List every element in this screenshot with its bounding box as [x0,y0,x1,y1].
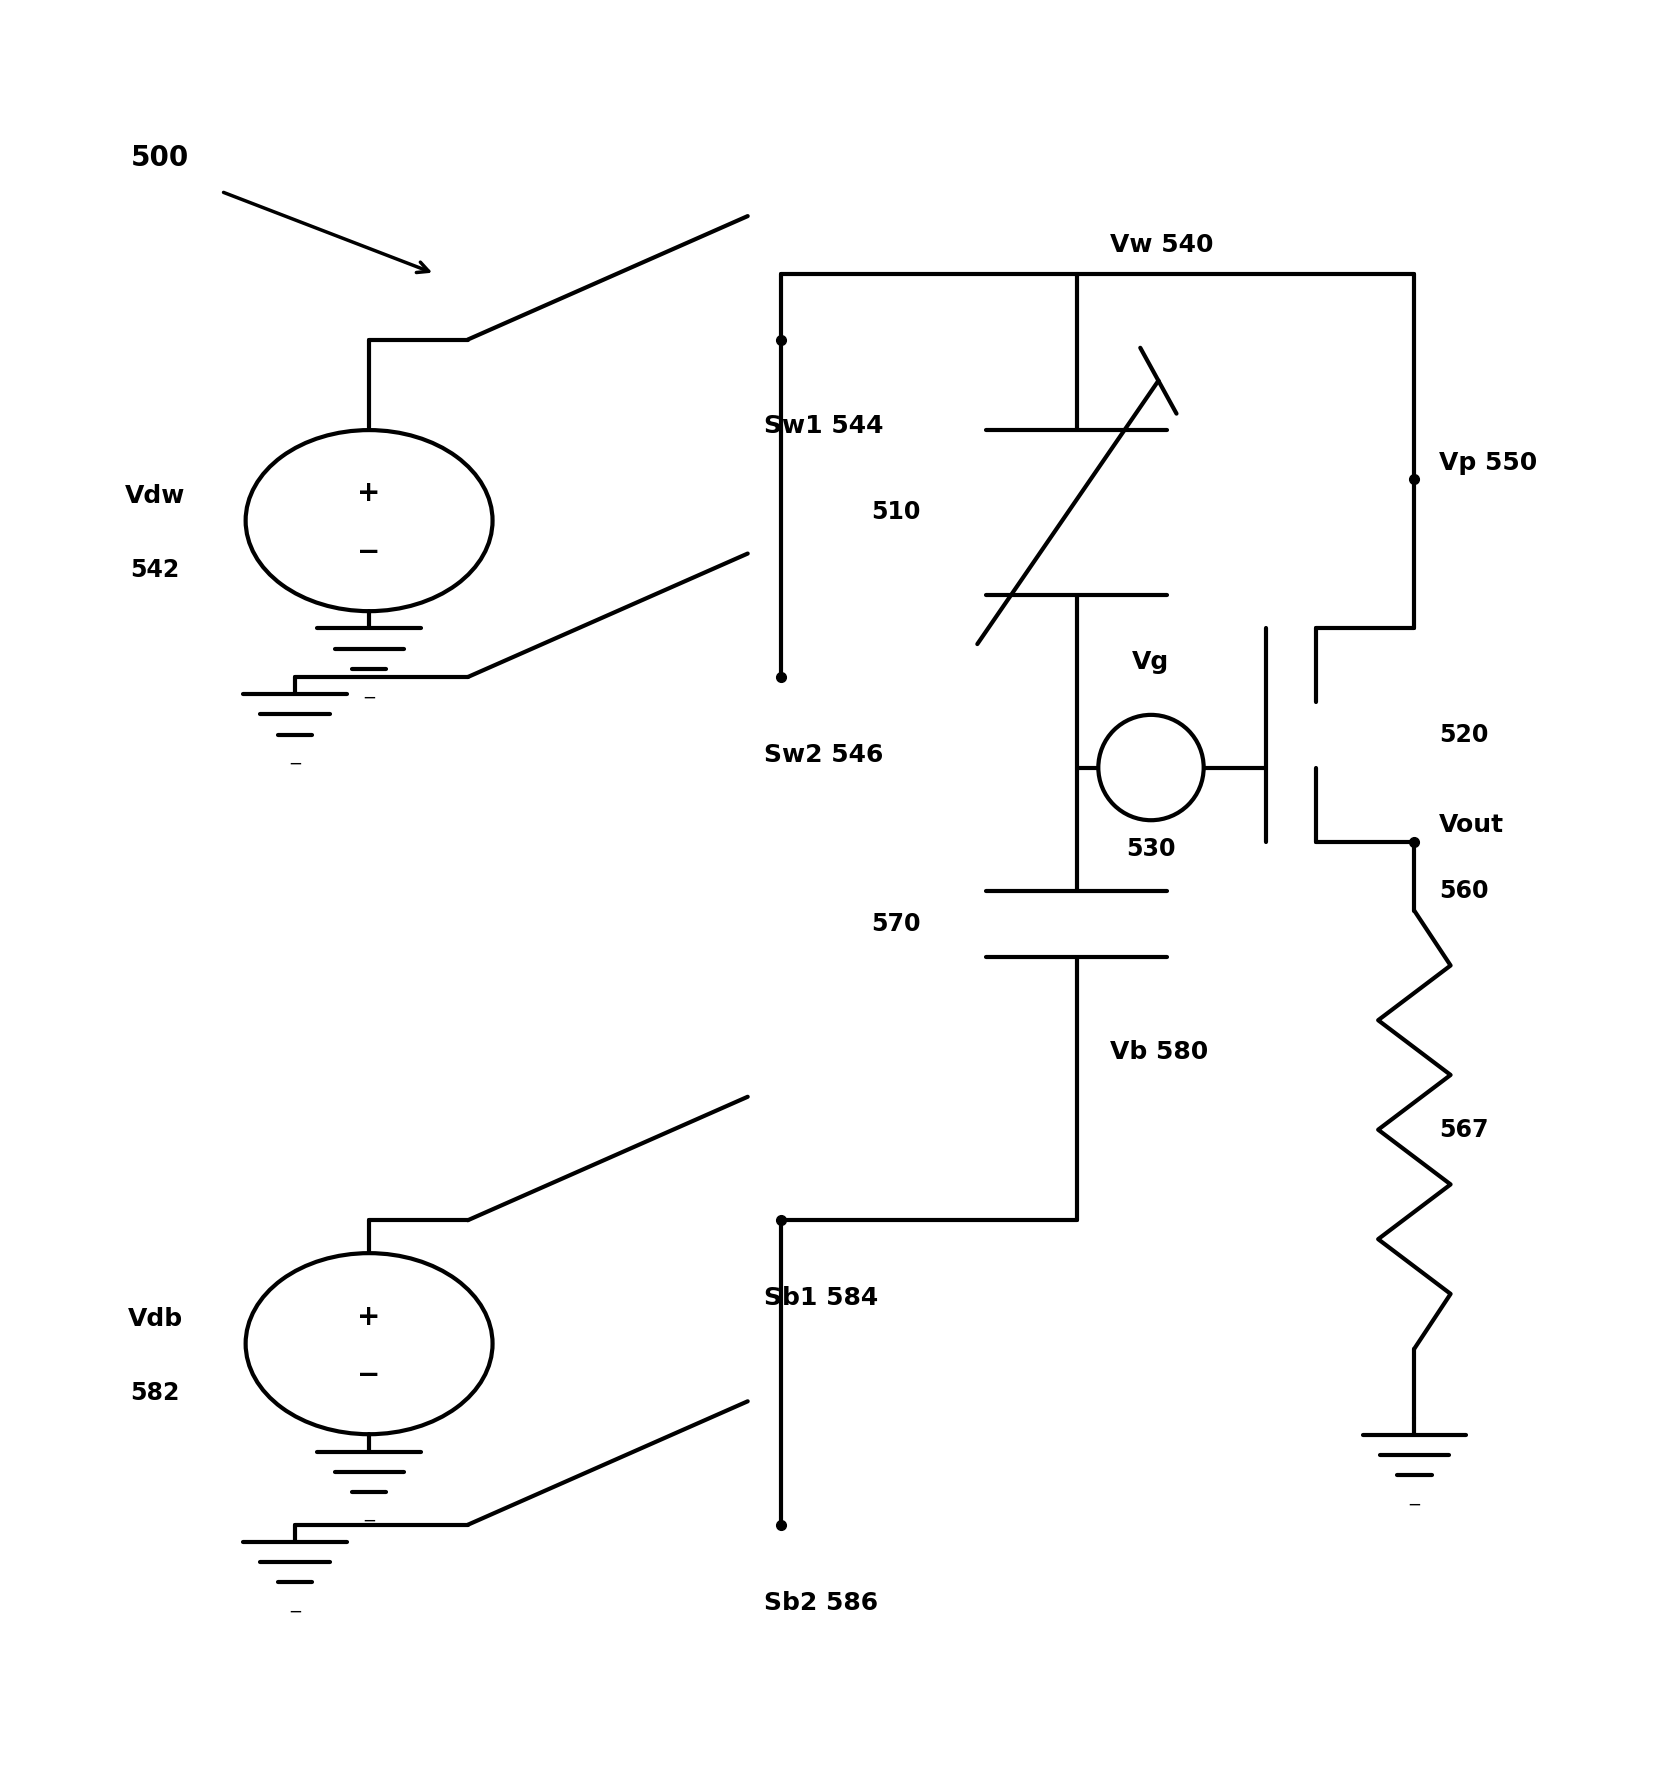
Text: −: − [289,1602,302,1620]
Text: 570: 570 [872,912,921,936]
Text: Sb1 584: Sb1 584 [764,1287,878,1310]
Text: Vw 540: Vw 540 [1111,233,1213,257]
Text: +: + [357,1303,380,1331]
Text: Vdb: Vdb [128,1306,183,1331]
Text: Vg: Vg [1132,650,1170,674]
Text: 500: 500 [131,144,189,173]
Text: −: − [357,1361,380,1390]
Text: Vb 580: Vb 580 [1111,1041,1208,1064]
Text: 542: 542 [131,558,179,583]
Text: −: − [1408,1495,1421,1513]
Text: 582: 582 [131,1381,179,1404]
Text: −: − [289,756,302,773]
Text: 510: 510 [872,501,921,524]
Text: Vdw: Vdw [124,485,186,508]
Text: Sb2 586: Sb2 586 [764,1591,878,1614]
Text: 560: 560 [1439,879,1489,903]
Text: 530: 530 [1125,838,1175,861]
Text: −: − [362,690,377,707]
Text: 567: 567 [1439,1117,1489,1142]
Text: −: − [362,1511,377,1531]
Text: Vout: Vout [1439,813,1504,838]
Text: Sw1 544: Sw1 544 [764,413,883,438]
Text: 520: 520 [1439,723,1489,747]
Text: +: + [357,479,380,508]
Text: Vp 550: Vp 550 [1439,451,1537,476]
Text: −: − [357,538,380,567]
Text: Sw2 546: Sw2 546 [764,743,883,766]
